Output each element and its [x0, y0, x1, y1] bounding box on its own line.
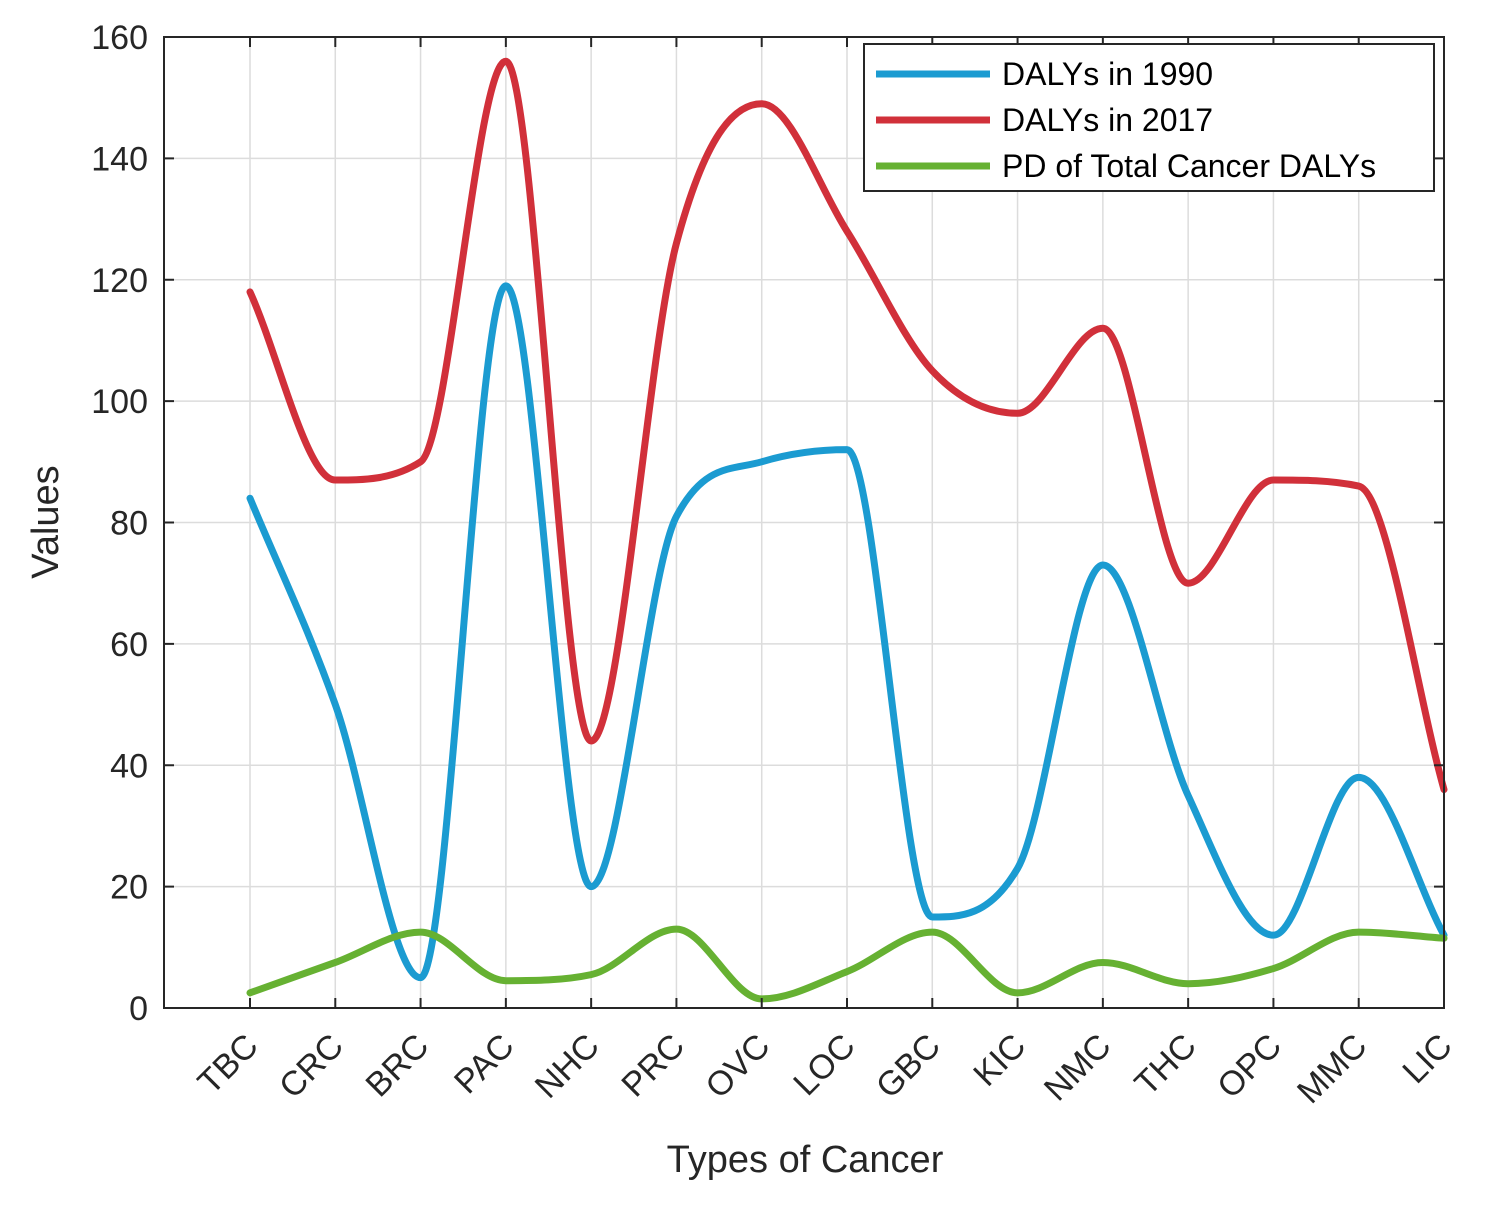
y-tick-label: 120: [91, 262, 148, 300]
y-axis-title: Values: [25, 465, 67, 578]
y-axis-tick-labels: 0 20 40 60 80 100 120 140 160: [91, 19, 148, 1028]
legend-label: DALYs in 2017: [1002, 102, 1213, 138]
legend: DALYs in 1990 DALYs in 2017 PD of Total Ca…: [863, 43, 1435, 192]
y-tick-label: 20: [110, 869, 148, 907]
series-lines: [246, 57, 1448, 1003]
y-tick-label: 60: [110, 626, 148, 664]
y-tick-label: 140: [91, 140, 148, 178]
legend-label: PD of Total Cancer DALYs: [1002, 148, 1376, 184]
series-line-2: [246, 57, 1448, 794]
axis-ticks: [164, 36, 1445, 1009]
y-tick-label: 160: [91, 19, 148, 57]
series-line-3: [246, 925, 1448, 1003]
legend-label: DALYs in 1990: [1002, 56, 1213, 92]
y-tick-label: 80: [110, 505, 148, 543]
x-axis-title: Types of Cancer: [667, 1139, 944, 1181]
y-tick-label: 40: [110, 747, 148, 785]
y-tick-label: 100: [91, 383, 148, 421]
series-line-1: [246, 282, 1448, 982]
y-tick-label: 0: [129, 990, 148, 1028]
